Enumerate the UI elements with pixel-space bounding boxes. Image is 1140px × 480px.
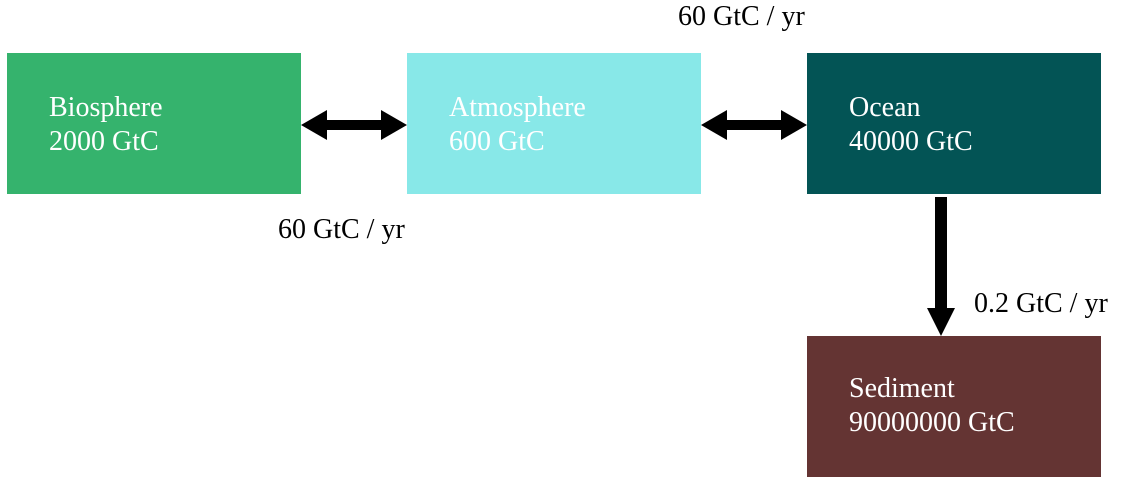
flux-label-ocean-sediment: 0.2 GtC / yr [974, 288, 1108, 319]
flux-label-ocean-atmosphere: 60 GtC / yr [678, 1, 805, 32]
arrow-biosphere-atmosphere [301, 110, 407, 140]
ocean-name: Ocean [849, 92, 921, 123]
ocean-box: Ocean 40000 GtC [807, 53, 1101, 194]
ocean-amount: 40000 GtC [849, 126, 973, 157]
atmosphere-amount: 600 GtC [449, 126, 545, 157]
sediment-box: Sediment 90000000 GtC [807, 336, 1101, 477]
arrow-ocean-sediment [927, 197, 955, 336]
biosphere-name: Biosphere [49, 92, 163, 123]
sediment-name: Sediment [849, 373, 955, 404]
atmosphere-box: Atmosphere 600 GtC [407, 53, 701, 194]
arrow-atmosphere-ocean [701, 110, 807, 140]
sediment-amount: 90000000 GtC [849, 407, 1015, 438]
flux-label-biosphere-atmosphere: 60 GtC / yr [278, 214, 405, 245]
biosphere-amount: 2000 GtC [49, 126, 159, 157]
atmosphere-name: Atmosphere [449, 92, 586, 123]
biosphere-box: Biosphere 2000 GtC [7, 53, 301, 194]
